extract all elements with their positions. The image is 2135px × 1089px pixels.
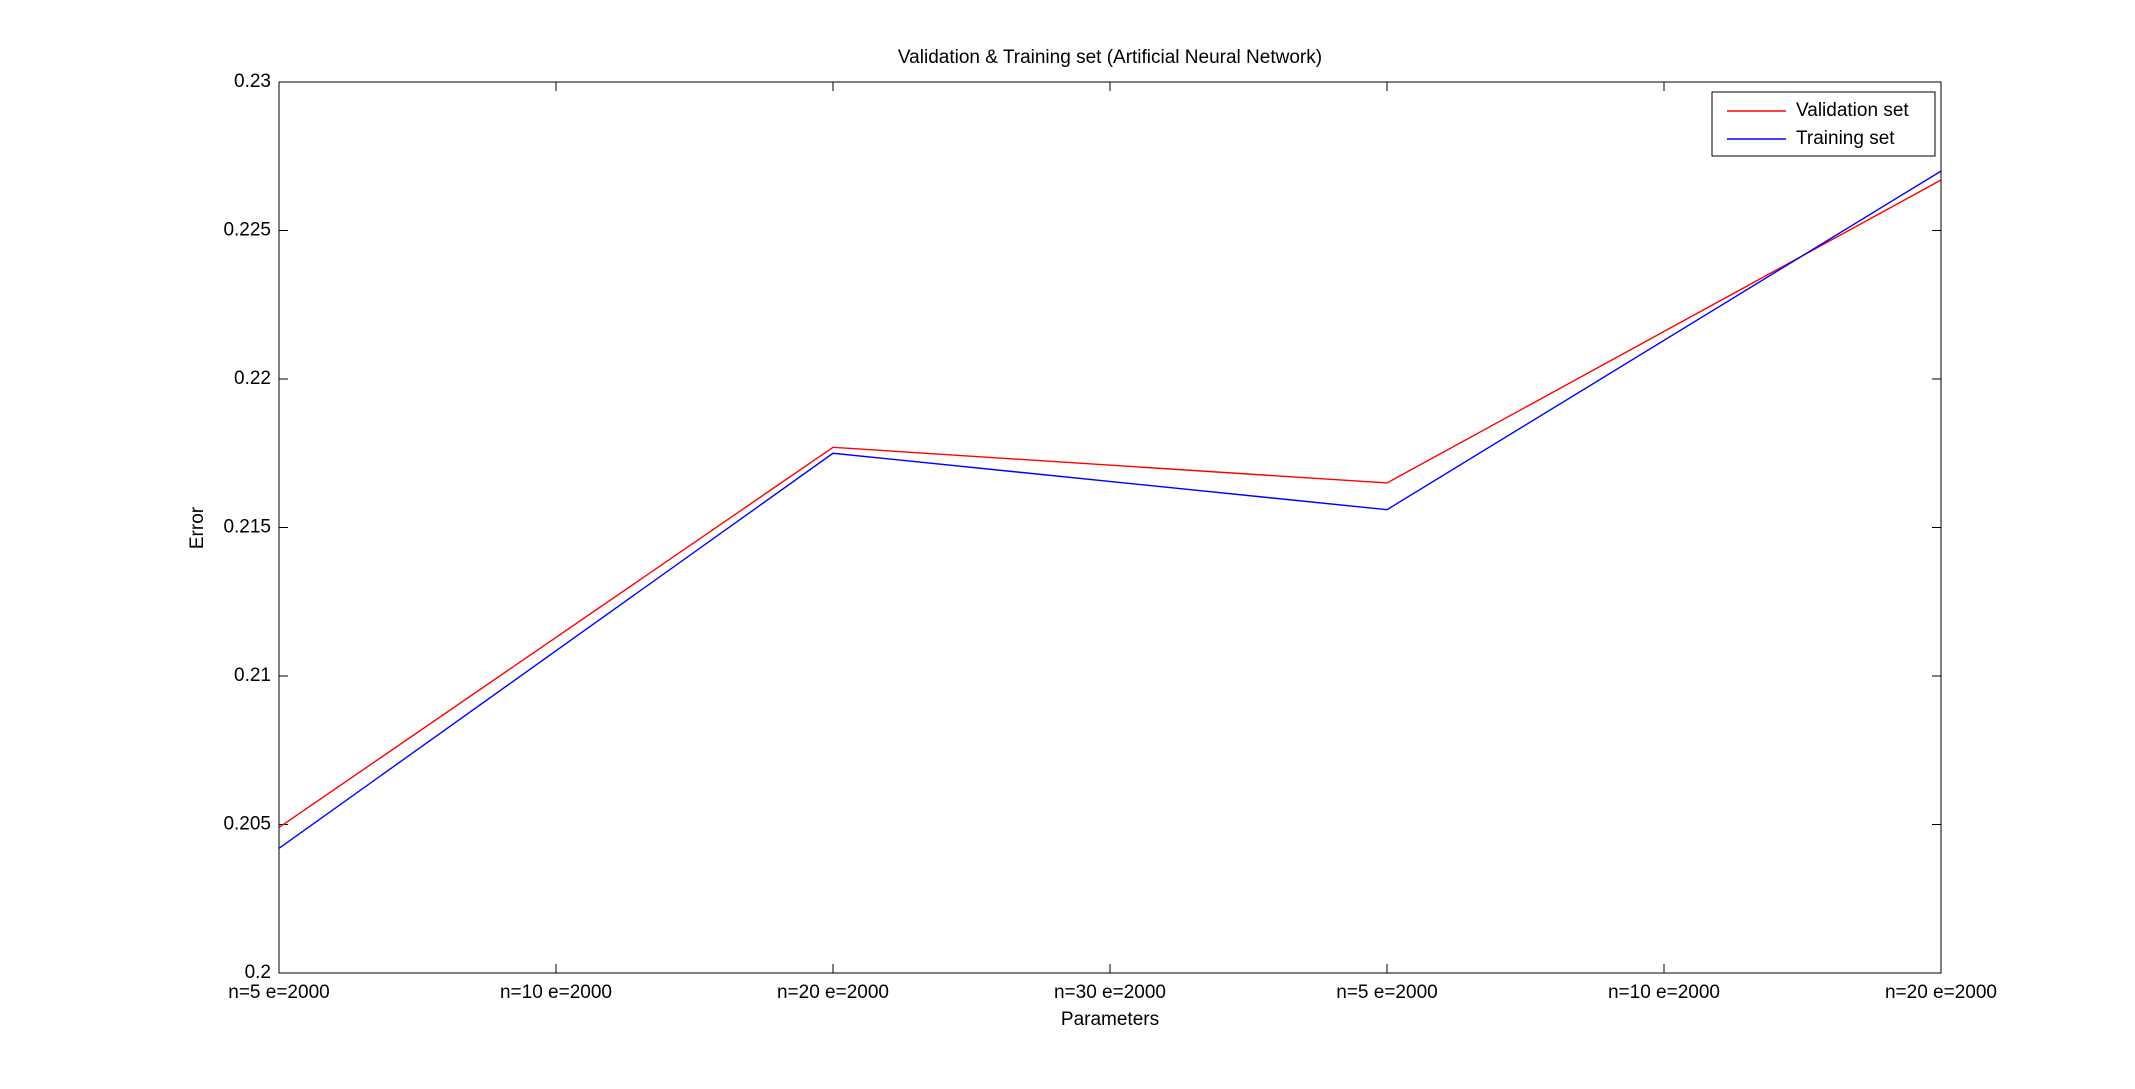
y-tick-label: 0.205: [223, 814, 271, 835]
legend-label: Training set: [1796, 128, 1895, 149]
x-tick-label: n=5 e=2000: [228, 982, 329, 1003]
y-tick-label: 0.2: [245, 962, 271, 983]
x-tick-label: n=20 e=2000: [1885, 982, 1997, 1003]
y-tick-label: 0.225: [223, 220, 271, 241]
y-tick-label: 0.23: [234, 71, 271, 92]
x-tick-label: n=20 e=2000: [777, 982, 889, 1003]
y-tick-label: 0.22: [234, 368, 271, 389]
data-line: [278, 179, 1942, 829]
x-tick-label: n=10 e=2000: [500, 982, 612, 1003]
x-axis-label: Parameters: [1061, 1009, 1159, 1030]
x-tick-label: n=30 e=2000: [1054, 982, 1166, 1003]
x-tick-label: n=10 e=2000: [1608, 982, 1720, 1003]
data-line: [278, 170, 1942, 849]
y-tick-label: 0.215: [223, 517, 271, 538]
legend-box: [1711, 91, 1936, 157]
x-tick-label: n=5 e=2000: [1336, 982, 1437, 1003]
legend-label: Validation set: [1796, 100, 1909, 121]
y-tick-label: 0.21: [234, 665, 271, 686]
plot-area: [278, 81, 1942, 974]
chart-title: Validation & Training set (Artificial Ne…: [898, 47, 1322, 68]
y-axis-label: Error: [187, 506, 208, 549]
